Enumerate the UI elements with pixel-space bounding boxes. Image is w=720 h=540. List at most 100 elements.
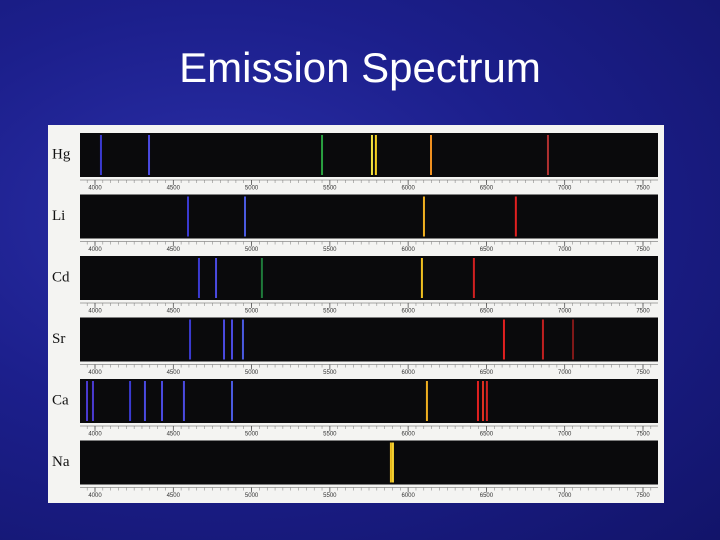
emission-line [476,381,479,421]
tick-label: 4000 [88,309,102,315]
tick-label: 5000 [245,247,259,253]
tick-label: 4500 [167,186,181,192]
tick-label: 7000 [558,186,572,192]
tick-label: 6000 [401,370,415,376]
element-label: Na [52,454,70,470]
tick-label: 6000 [401,493,415,499]
emission-line [391,442,394,483]
tick-label: 5500 [323,247,337,253]
tick-label: 6000 [401,432,415,438]
tick-label: 4000 [88,432,102,438]
tick-label: 7000 [558,432,572,438]
tick-label: 6500 [480,309,494,315]
tick-label: 5000 [245,309,259,315]
tick-label: 5500 [323,186,337,192]
emission-line [197,258,200,298]
emission-line [422,196,425,237]
spectrum-strip [80,194,658,239]
tick-label: 6500 [480,432,494,438]
emission-line [189,319,192,360]
tick-label: 4000 [88,493,102,499]
emission-line [430,135,433,175]
tick-label: 5000 [245,432,259,438]
emission-line [321,135,324,175]
figure-panel [48,125,664,503]
emission-line [91,381,94,421]
tick-label: 6000 [401,186,415,192]
emission-line [231,381,233,421]
emission-line [231,319,233,360]
emission-line [161,381,164,421]
tick-label: 5500 [323,370,337,376]
slide-title: Emission Spectrum [179,44,541,91]
emission-line [572,319,575,360]
spectrum-strip [80,440,658,485]
emission-line [374,135,377,175]
tick-label: 6500 [480,247,494,253]
emission-line [148,135,151,175]
emission-line [425,381,428,421]
tick-label: 4000 [88,186,102,192]
emission-line [182,381,185,421]
element-label: Sr [52,331,65,347]
tick-label: 7000 [558,309,572,315]
tick-label: 6000 [401,309,415,315]
tick-label: 7000 [558,493,572,499]
emission-line [472,258,475,298]
emission-line [99,135,102,175]
spectrum-strip [80,317,658,362]
emission-line [389,442,392,483]
emission-line [514,196,517,237]
element-label: Li [52,208,65,224]
emission-line [502,319,505,360]
tick-label: 6000 [401,247,415,253]
tick-label: 4500 [167,309,181,315]
spectrum-strip [80,256,658,300]
tick-label: 6500 [480,493,494,499]
tick-label: 7500 [636,247,650,253]
tick-label: 5000 [245,370,259,376]
tick-label: 7500 [636,432,650,438]
element-label: Hg [52,146,71,162]
emission-line [260,258,263,298]
emission-line [485,381,488,421]
tick-label: 5000 [245,493,259,499]
tick-label: 7000 [558,247,572,253]
emission-line [223,319,226,360]
tick-label: 4000 [88,247,102,253]
emission-line [481,381,484,421]
tick-label: 5000 [245,186,259,192]
tick-label: 5500 [323,493,337,499]
element-label: Ca [52,392,69,408]
emission-line [215,258,218,298]
tick-label: 4500 [167,370,181,376]
tick-label: 6500 [480,370,494,376]
tick-label: 7000 [558,370,572,376]
tick-label: 7500 [636,309,650,315]
emission-line [420,258,423,298]
emission-line [241,319,244,360]
element-label: Cd [52,269,70,285]
tick-label: 4000 [88,370,102,376]
tick-label: 7500 [636,370,650,376]
tick-label: 4500 [167,432,181,438]
spectrum-strip [80,379,658,423]
emission-line [243,196,246,237]
emission-line [541,319,544,360]
tick-label: 5500 [323,432,337,438]
tick-label: 6500 [480,186,494,192]
emission-line [86,381,89,421]
tick-label: 7500 [636,493,650,499]
emission-line [546,135,549,175]
spectrum-strip [80,133,658,177]
tick-label: 4500 [167,247,181,253]
tick-label: 5500 [323,309,337,315]
tick-label: 4500 [167,493,181,499]
tick-label: 7500 [636,186,650,192]
emission-line [187,196,190,237]
emission-line [143,381,146,421]
emission-line [370,135,373,175]
emission-line [129,381,132,421]
